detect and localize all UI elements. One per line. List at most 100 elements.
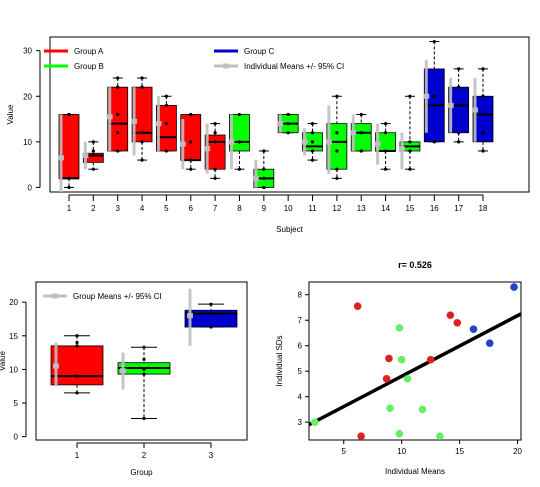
plot-frame bbox=[35, 281, 248, 441]
data-point bbox=[116, 76, 120, 80]
mean-marker bbox=[374, 141, 381, 147]
data-point bbox=[91, 167, 95, 171]
data-point bbox=[286, 122, 290, 126]
scatter-point bbox=[357, 432, 365, 440]
data-point bbox=[359, 131, 363, 135]
scatter-point bbox=[485, 339, 494, 347]
data-point bbox=[116, 112, 120, 117]
data-point bbox=[75, 391, 79, 395]
y-tick-label: 10 bbox=[9, 365, 18, 374]
data-point bbox=[189, 112, 193, 117]
x-axis-label: Group bbox=[130, 468, 153, 477]
x-tick-label: 14 bbox=[381, 204, 390, 213]
scatter-point bbox=[310, 418, 319, 426]
y-tick-label: 3 bbox=[298, 418, 303, 427]
mean-marker bbox=[204, 146, 211, 152]
data-point bbox=[67, 185, 71, 190]
data-point bbox=[335, 176, 339, 180]
x-tick-label: 17 bbox=[454, 204, 463, 213]
data-point bbox=[140, 131, 144, 135]
x-tick-label: 11 bbox=[308, 204, 317, 213]
data-point bbox=[91, 140, 95, 144]
data-point bbox=[310, 131, 315, 135]
mean-marker bbox=[120, 368, 126, 374]
legend-swatch-marker bbox=[52, 293, 58, 299]
data-point bbox=[383, 149, 388, 153]
data-point bbox=[189, 167, 193, 171]
means-vs-sds-scatter-panel: r= 0.526 5 10 15 20 Individual Means 3 4 5 6 7 8 Ind… bbox=[275, 260, 523, 476]
data-point bbox=[481, 94, 485, 98]
data-point bbox=[457, 103, 461, 107]
data-point bbox=[457, 85, 461, 89]
x-tick-label: 15 bbox=[455, 447, 464, 456]
mean-marker bbox=[228, 139, 235, 145]
y-tick-label: 4 bbox=[298, 393, 303, 402]
x-tick-label: 16 bbox=[430, 204, 439, 213]
data-point bbox=[408, 149, 412, 153]
x-tick-label: 6 bbox=[189, 204, 194, 213]
data-point bbox=[213, 176, 217, 180]
data-point bbox=[140, 158, 144, 162]
data-point bbox=[140, 76, 144, 80]
x-tick-label: 1 bbox=[75, 451, 80, 460]
data-point bbox=[67, 176, 71, 180]
data-point bbox=[142, 345, 146, 349]
data-point bbox=[310, 122, 315, 126]
data-point bbox=[237, 112, 242, 117]
data-point bbox=[213, 122, 217, 126]
data-point bbox=[481, 149, 485, 153]
data-point bbox=[457, 67, 461, 71]
x-tick-label: 2 bbox=[142, 451, 147, 460]
data-point bbox=[75, 334, 79, 338]
x-tick-label: 1 bbox=[67, 204, 72, 213]
x-tick-label: 7 bbox=[213, 204, 218, 213]
data-point bbox=[408, 140, 412, 144]
y-tick-label: 20 bbox=[23, 92, 32, 101]
data-point bbox=[209, 312, 213, 316]
data-point bbox=[408, 167, 412, 171]
data-point bbox=[310, 149, 315, 153]
data-point bbox=[213, 167, 217, 171]
scatter-point bbox=[426, 355, 435, 364]
legend-label: Group C bbox=[244, 47, 274, 56]
data-point bbox=[209, 302, 213, 306]
data-point bbox=[189, 140, 193, 144]
data-point bbox=[457, 131, 461, 135]
data-point bbox=[142, 372, 146, 376]
y-tick-label: 0 bbox=[14, 433, 19, 442]
x-tick-label: 18 bbox=[479, 204, 488, 213]
data-point bbox=[262, 176, 266, 180]
data-point bbox=[383, 167, 388, 171]
data-point bbox=[164, 149, 169, 153]
scatter-point bbox=[395, 429, 404, 438]
y-tick-label: 15 bbox=[9, 332, 18, 341]
mean-marker bbox=[350, 130, 357, 136]
data-point bbox=[262, 185, 266, 190]
scatter-point bbox=[510, 283, 518, 291]
data-point bbox=[286, 112, 290, 117]
mean-marker bbox=[187, 313, 193, 319]
y-tick-label: 7 bbox=[298, 316, 303, 325]
scatter-point bbox=[397, 355, 406, 364]
data-point bbox=[335, 167, 339, 171]
legend-label: Individual Means +/- 95% CI bbox=[244, 62, 344, 71]
data-point bbox=[116, 85, 120, 89]
data-point bbox=[142, 367, 146, 372]
data-point bbox=[91, 149, 95, 153]
data-point bbox=[457, 140, 461, 144]
scatter-point bbox=[395, 324, 404, 332]
data-point bbox=[262, 167, 266, 171]
data-point bbox=[432, 39, 436, 44]
data-point bbox=[408, 94, 412, 98]
x-axis-label: Individual Means bbox=[385, 467, 445, 476]
x-tick-label: 15 bbox=[405, 204, 414, 213]
scatter-point bbox=[418, 405, 427, 414]
data-point bbox=[335, 94, 339, 98]
x-tick-label: 20 bbox=[513, 447, 522, 456]
scatter-point bbox=[469, 325, 478, 333]
mean-marker bbox=[301, 139, 308, 145]
scatter-point bbox=[386, 404, 394, 412]
data-point bbox=[335, 131, 339, 135]
data-point bbox=[481, 131, 485, 135]
